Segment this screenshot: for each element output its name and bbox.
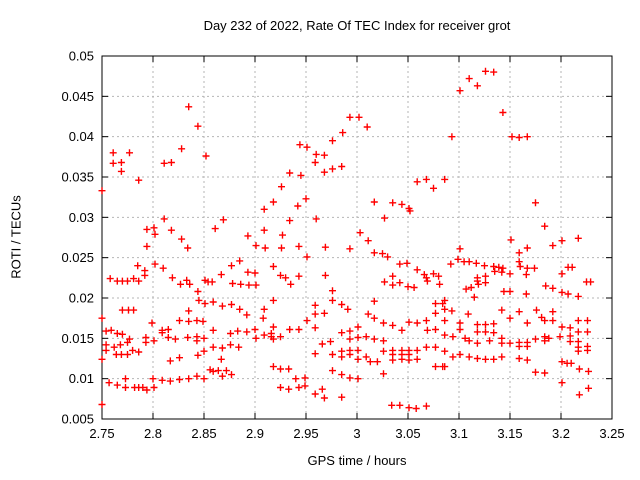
- x-tick-label: 3.25: [599, 426, 624, 441]
- x-tick-label: 2.85: [191, 426, 216, 441]
- x-tick-label: 2.8: [144, 426, 162, 441]
- chart-title: Day 232 of 2022, Rate Of TEC Index for r…: [203, 18, 511, 33]
- y-tick-label: 0.015: [61, 331, 94, 346]
- y-tick-label: 0.045: [61, 89, 94, 104]
- data-points: [98, 67, 595, 412]
- plot-border: [101, 55, 613, 420]
- x-tick-label: 2.95: [293, 426, 318, 441]
- x-tick-label: 2.9: [246, 426, 264, 441]
- y-tick-label: 0.01: [69, 371, 94, 386]
- x-tick-label: 2.75: [89, 426, 114, 441]
- x-tick-label: 3.15: [497, 426, 522, 441]
- y-tick-label: 0.04: [69, 129, 94, 144]
- y-tick-label: 0.035: [61, 170, 94, 185]
- x-tick-label: 3.05: [395, 426, 420, 441]
- y-tick-label: 0.02: [69, 291, 94, 306]
- x-tick-label: 3: [353, 426, 360, 441]
- x-tick-label: 3.2: [552, 426, 570, 441]
- y-tick-label: 0.03: [69, 210, 94, 225]
- y-tick-label: 0.005: [61, 412, 94, 427]
- x-tick-label: 3.1: [450, 426, 468, 441]
- y-tick-label: 0.025: [61, 250, 94, 265]
- x-axis-label: GPS time / hours: [307, 453, 407, 468]
- y-tick-label: 0.05: [69, 49, 94, 64]
